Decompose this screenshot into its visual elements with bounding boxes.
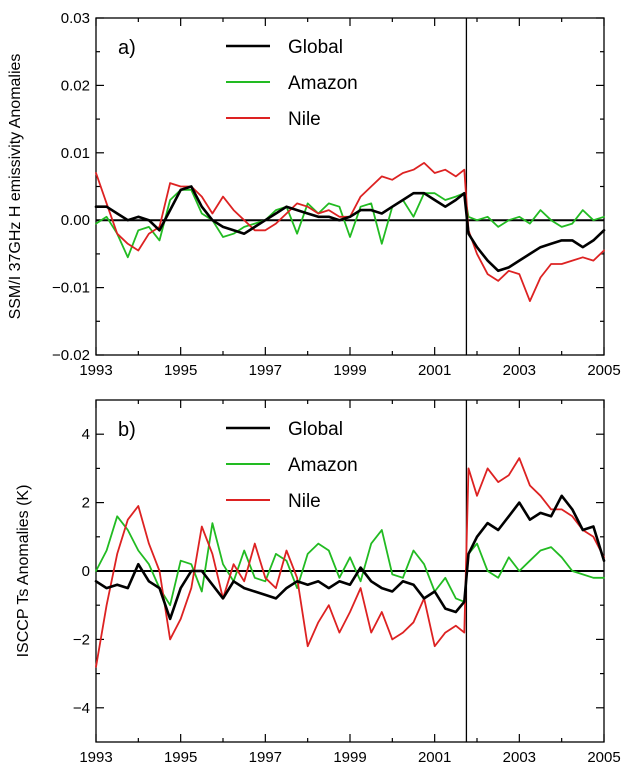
panel-a-x-tick-label: 2005 xyxy=(587,362,620,379)
panel-b-series-nile xyxy=(95,457,605,668)
panel-b-x-tick-label: 2003 xyxy=(503,749,536,766)
panel-b-series-global xyxy=(94,494,606,621)
panel-b-y-tick-label: −2 xyxy=(73,631,90,648)
panel-a-series-global xyxy=(94,185,606,273)
panel-b-label: b) xyxy=(118,419,136,441)
panel-b-x-tick-label: 2005 xyxy=(587,749,620,766)
panel-b-y-tick-label: 2 xyxy=(82,495,90,512)
panel-b-legend-label-nile: Nile xyxy=(288,491,321,512)
panel-b-y-tick-label: 4 xyxy=(82,426,90,443)
panel-b-x-tick-label: 1997 xyxy=(249,749,282,766)
panel-b-y-tick-label: −4 xyxy=(73,700,90,717)
panel-b-x-tick-label: 1995 xyxy=(164,749,197,766)
panel-a-x-tick-label: 1993 xyxy=(79,362,112,379)
panel-a-series-amazon xyxy=(95,188,605,259)
panel-b-legend-label-amazon: Amazon xyxy=(288,455,358,476)
panel-a-x-tick-label: 1997 xyxy=(249,362,282,379)
panel-a-label: a) xyxy=(118,37,136,59)
panel-b-x-tick-label: 1999 xyxy=(333,749,366,766)
panel-a-y-tick-label: −0.01 xyxy=(52,280,90,297)
panel-a-legend-label-amazon: Amazon xyxy=(288,73,358,94)
panel-b-legend-label-global: Global xyxy=(288,419,343,440)
panel-a-legend-label-nile: Nile xyxy=(288,109,321,130)
panel-a-y-tick-label: 0.00 xyxy=(61,212,90,229)
panel-a-legend-label-global: Global xyxy=(288,37,343,58)
panel-a-x-tick-label: 2001 xyxy=(418,362,451,379)
panel-a-y-axis-label: SSM/I 37GHz H emissivity Anomalies xyxy=(7,54,24,320)
panel-b-x-tick-label: 1993 xyxy=(79,749,112,766)
panel-a-y-tick-label: −0.02 xyxy=(52,347,90,364)
panel-a-x-tick-label: 1995 xyxy=(164,362,197,379)
panel-a-y-tick-label: 0.03 xyxy=(61,10,90,27)
panel-b-y-axis-label: ISCCP Ts Anomalies (K) xyxy=(15,485,32,658)
panel-a-y-tick-label: 0.02 xyxy=(61,77,90,94)
panel-a-x-tick-label: 1999 xyxy=(333,362,366,379)
panel-a-x-tick-label: 2003 xyxy=(503,362,536,379)
panel-a-y-tick-label: 0.01 xyxy=(61,145,90,162)
panel-a-plot-frame xyxy=(95,17,605,356)
panel-b-x-tick-label: 2001 xyxy=(418,749,451,766)
panel-b-series-amazon xyxy=(95,515,605,607)
panel-a-series-nile xyxy=(95,161,605,303)
panel-b-y-tick-label: 0 xyxy=(82,563,90,580)
